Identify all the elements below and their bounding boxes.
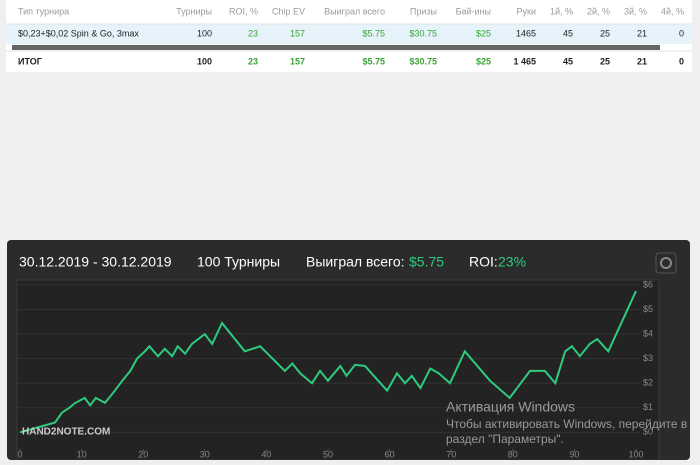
column-header: Руки: [517, 6, 536, 16]
column-header: Бай-ины: [456, 6, 491, 16]
x-tick-label: 40: [261, 449, 271, 459]
won-value: $5.75: [409, 254, 444, 270]
y-tick-label: $6: [643, 279, 653, 289]
y-tick-label: $2: [643, 378, 653, 388]
column-header: Тип турнира: [18, 6, 69, 16]
table-cell: $30.75: [409, 28, 437, 38]
y-tick-label: $3: [643, 353, 653, 363]
table-cell: $30.75: [409, 56, 437, 66]
column-header: Chip EV: [272, 6, 305, 16]
table-cell: 45: [563, 56, 573, 66]
watermark-line: Чтобы активировать Windows, перейдите в: [446, 417, 687, 431]
column-header: 3й, %: [624, 6, 647, 16]
table-cell: $5.75: [362, 28, 385, 38]
row-highlight: [6, 24, 692, 44]
column-header: ROI, %: [229, 6, 258, 16]
table-cell: 23: [248, 56, 258, 66]
y-tick-label: $0: [643, 427, 653, 437]
column-header: 2й, %: [587, 6, 610, 16]
table-cell: 157: [290, 28, 305, 38]
column-header: Призы: [410, 6, 437, 16]
column-header: 4й, %: [661, 6, 684, 16]
table-cell: $25: [476, 56, 491, 66]
table-cell: 21: [637, 56, 647, 66]
x-tick-label: 20: [138, 449, 148, 459]
roi-value: 23%: [498, 254, 526, 270]
table-cell: 23: [248, 28, 258, 38]
table-cell: $0,23+$0,02 Spin & Go, 3max: [18, 28, 139, 38]
table-cell: 100: [197, 28, 212, 38]
table-cell: $25: [476, 28, 491, 38]
roi-label: ROI:: [469, 254, 498, 270]
column-header: Турниры: [176, 6, 212, 16]
x-tick-label: 90: [569, 449, 579, 459]
x-tick-label: 100: [628, 449, 643, 459]
x-tick-label: 10: [77, 449, 87, 459]
y-tick-label: $5: [643, 304, 653, 314]
table-cell: 1465: [516, 28, 536, 38]
settings-button[interactable]: [655, 252, 677, 274]
table-cell: 21: [637, 28, 647, 38]
logo: HAND2NOTE.COM: [22, 427, 110, 438]
data-line: [19, 290, 637, 434]
x-tick-label: 60: [385, 449, 395, 459]
table-cell: 100: [197, 56, 212, 66]
tournaments: 100 Турниры: [197, 254, 280, 270]
y-tick-label: $1: [643, 402, 653, 412]
table-cell: 25: [600, 56, 610, 66]
x-tick-label: 50: [323, 449, 333, 459]
table-cell: 0: [679, 28, 684, 38]
y-tick-label: $4: [643, 328, 653, 338]
x-tick-label: 0: [17, 449, 22, 459]
scrollbar: [12, 45, 660, 50]
table-cell: 25: [600, 28, 610, 38]
column-header: 1й, %: [550, 6, 573, 16]
x-tick-label: 80: [508, 449, 518, 459]
x-tick-label: 70: [446, 449, 456, 459]
plot: $0 $1 $2 $3 $4 $5 $6 0 10 20 30 40 50 60 70 80 90 100: [17, 279, 653, 459]
watermark-line: раздел "Параметры".: [446, 432, 564, 446]
table-cell: 157: [290, 56, 305, 66]
table-cell: 45: [563, 28, 573, 38]
column-header: Выиграл всего: [324, 6, 385, 16]
won-label: Выиграл всего:: [306, 254, 405, 270]
table-cell: ИТОГ: [18, 56, 42, 66]
table-cell: $5.75: [362, 56, 385, 66]
watermark-title: Активация Windows: [446, 399, 575, 415]
x-tick-label: 30: [200, 449, 210, 459]
period: 30.12.2019 - 30.12.2019: [19, 254, 172, 270]
table-cell: 0: [679, 56, 684, 66]
table-cell: 1 465: [513, 56, 536, 66]
